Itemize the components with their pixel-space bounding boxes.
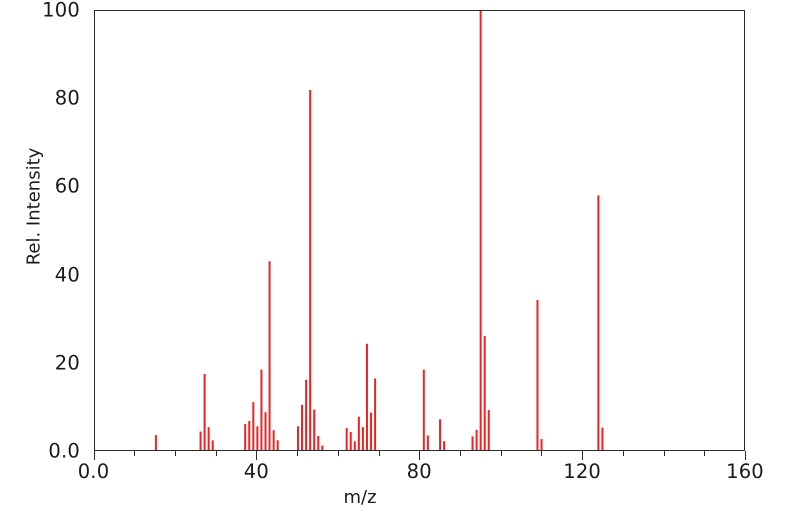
y-tick-label: 80 bbox=[54, 86, 80, 110]
x-tick-minor bbox=[541, 451, 543, 456]
y-tick-label: 20 bbox=[54, 351, 80, 375]
x-tick-minor bbox=[378, 451, 380, 456]
x-tick-minor bbox=[500, 451, 502, 456]
x-axis-title: m/z bbox=[0, 487, 799, 508]
x-tick-major bbox=[419, 451, 421, 460]
spectrum-peaks bbox=[154, 11, 603, 450]
x-tick-major bbox=[745, 451, 746, 460]
y-tick-label: 60 bbox=[54, 174, 80, 198]
y-tick-label: 40 bbox=[54, 263, 80, 287]
x-axis-ticks bbox=[93, 451, 746, 463]
y-axis-title: Rel. Intensity bbox=[23, 147, 45, 266]
x-tick-label: 120 bbox=[563, 460, 602, 483]
x-tick-label: 160 bbox=[726, 460, 764, 483]
x-tick-major bbox=[582, 451, 584, 460]
x-tick-minor bbox=[297, 451, 299, 456]
plot-area bbox=[93, 10, 745, 451]
x-tick-label: 80 bbox=[406, 460, 432, 483]
y-tick-label: 0.0 bbox=[48, 439, 80, 463]
x-tick-minor bbox=[134, 451, 136, 456]
x-axis-labels: 0.0 40 80 120 160 bbox=[78, 460, 764, 488]
x-tick-label: 40 bbox=[243, 460, 269, 483]
x-tick-minor bbox=[663, 451, 665, 456]
x-tick-minor bbox=[459, 451, 461, 456]
x-tick-major bbox=[256, 451, 258, 460]
x-tick-minor bbox=[174, 451, 176, 456]
x-tick-major bbox=[93, 451, 95, 460]
x-axis-title-text: m/z bbox=[343, 487, 377, 508]
y-tick-label: 100 bbox=[42, 0, 80, 22]
x-tick-minor bbox=[337, 451, 339, 456]
x-tick-minor bbox=[215, 451, 217, 456]
x-tick-label: 0.0 bbox=[77, 460, 110, 483]
y-axis-labels: 0.0 20 40 60 80 100 bbox=[0, 0, 80, 463]
x-tick-minor bbox=[704, 451, 706, 456]
x-tick-minor bbox=[622, 451, 624, 456]
